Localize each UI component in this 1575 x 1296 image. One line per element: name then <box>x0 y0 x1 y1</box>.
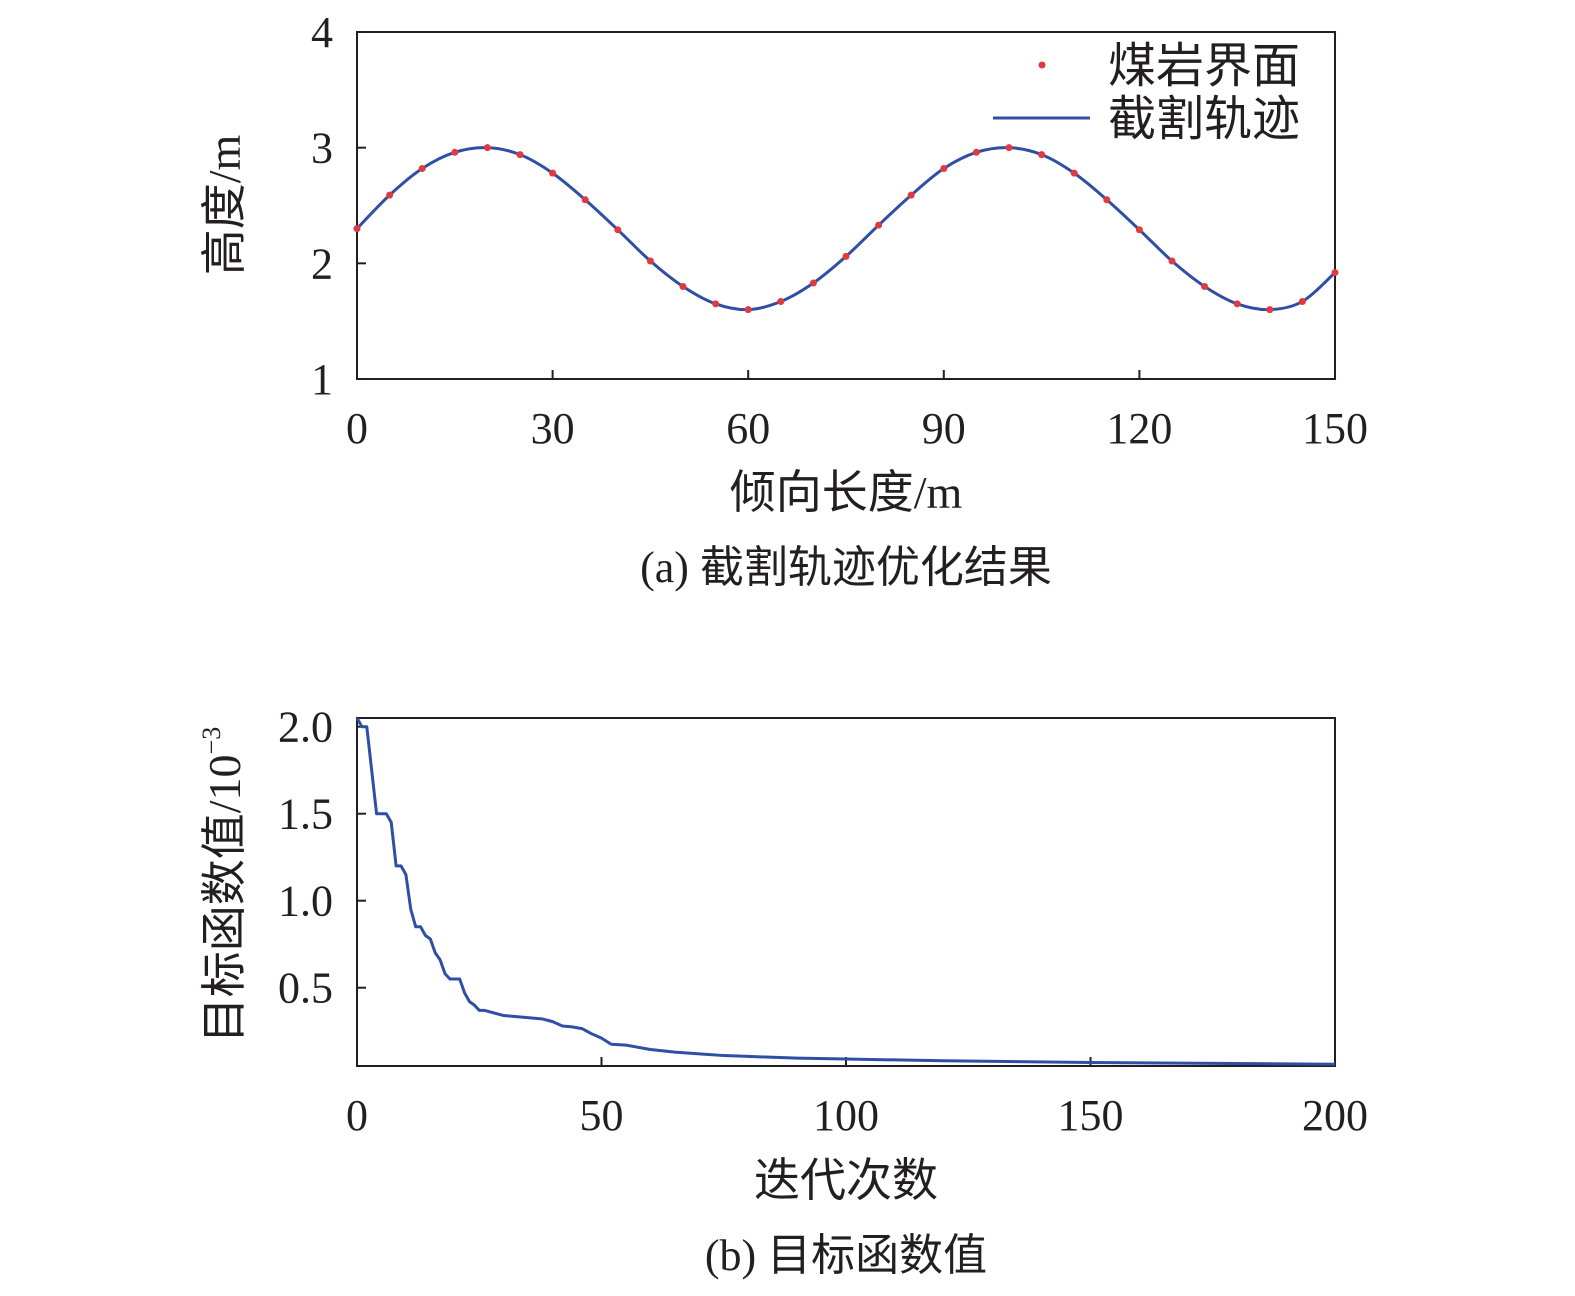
y-tick-label: 3 <box>311 124 333 173</box>
chart-b-x-axis-label: 迭代次数 <box>754 1155 938 1206</box>
data-point <box>549 169 557 177</box>
x-tick-label: 90 <box>922 404 966 453</box>
data-point <box>646 257 654 265</box>
data-point <box>1005 144 1013 152</box>
data-point <box>353 225 361 233</box>
chart-a-y-ticks: 1 2 3 4 <box>311 8 366 404</box>
x-tick-label: 200 <box>1302 1091 1368 1140</box>
data-point <box>1201 282 1209 290</box>
x-tick-label: 0 <box>346 1091 368 1140</box>
chart-a-x-axis-label: 倾向长度/m <box>730 467 963 518</box>
chart-a: 0 30 60 90 120 150 1 2 3 4 煤岩界面 截割轨迹 倾向长度/m 高度/m… <box>199 8 1368 592</box>
data-point <box>418 164 426 172</box>
series-line <box>355 146 1337 312</box>
chart-b: 0 50 100 150 200 0.5 1.0 1.5 2.0 迭代次数 目标函数值/10−… <box>197 703 1368 1280</box>
x-tick-label: 150 <box>1302 404 1368 453</box>
data-point <box>842 252 850 260</box>
data-point <box>1103 196 1111 204</box>
data-point <box>1038 151 1046 159</box>
data-point <box>1298 298 1306 306</box>
chart-a-caption: (a) 截割轨迹优化结果 <box>640 543 1052 592</box>
data-point <box>1070 169 1078 177</box>
data-point <box>1168 257 1176 265</box>
x-tick-label: 60 <box>726 404 770 453</box>
data-point <box>809 279 817 287</box>
data-point <box>679 282 687 290</box>
chart-b-plot-frame <box>356 717 1336 1067</box>
data-point <box>1233 300 1241 308</box>
data-point <box>614 226 622 234</box>
data-point <box>516 151 524 159</box>
data-point <box>1266 306 1274 314</box>
y-tick-label: 0.5 <box>278 964 333 1013</box>
chart-b-y-axis-label-base: 目标函数值/10 <box>199 754 250 1043</box>
chart-a-series <box>353 144 1339 314</box>
data-point <box>744 306 752 314</box>
legend-marker-coal-rock-interface <box>1038 61 1046 69</box>
y-tick-label: 2.0 <box>278 703 333 752</box>
data-point <box>875 221 883 229</box>
data-point <box>1331 269 1339 277</box>
data-point <box>1135 226 1143 234</box>
x-tick-label: 50 <box>580 1091 624 1140</box>
series-line <box>355 717 1336 1066</box>
chart-b-y-axis-label-exponent: −3 <box>197 727 226 755</box>
chart-b-y-ticks: 0.5 1.0 1.5 2.0 <box>278 703 366 1013</box>
y-tick-label: 1.5 <box>278 790 333 839</box>
x-tick-label: 100 <box>813 1091 879 1140</box>
data-point <box>907 191 915 199</box>
x-tick-label: 150 <box>1058 1091 1124 1140</box>
y-tick-label: 4 <box>311 8 333 57</box>
legend-label-cutting-trajectory: 截割轨迹 <box>1108 93 1300 146</box>
y-tick-label: 1.0 <box>278 877 333 926</box>
chart-b-series <box>355 717 1336 1066</box>
chart-b-x-ticks: 0 50 100 150 200 <box>346 1057 1368 1140</box>
x-tick-label: 30 <box>531 404 575 453</box>
data-point <box>972 148 980 156</box>
data-point <box>712 300 720 308</box>
data-point <box>386 191 394 199</box>
x-tick-label: 0 <box>346 404 368 453</box>
legend-label-coal-rock-interface: 煤岩界面 <box>1108 40 1300 93</box>
y-tick-label: 2 <box>311 239 333 288</box>
chart-b-caption: (b) 目标函数值 <box>705 1231 987 1280</box>
y-tick-label: 1 <box>311 355 333 404</box>
data-point <box>581 196 589 204</box>
x-tick-label: 120 <box>1106 404 1172 453</box>
chart-a-plot-frame <box>356 31 1336 380</box>
chart-a-x-ticks: 0 30 60 90 120 150 <box>346 370 1368 453</box>
chart-b-y-axis-label: 目标函数值/10−3 <box>197 727 250 1043</box>
data-point <box>483 144 491 152</box>
data-point <box>451 148 459 156</box>
chart-a-legend: 煤岩界面 截割轨迹 <box>993 40 1300 146</box>
data-point <box>777 298 785 306</box>
chart-a-y-axis-label: 高度/m <box>199 135 250 276</box>
data-point <box>940 164 948 172</box>
